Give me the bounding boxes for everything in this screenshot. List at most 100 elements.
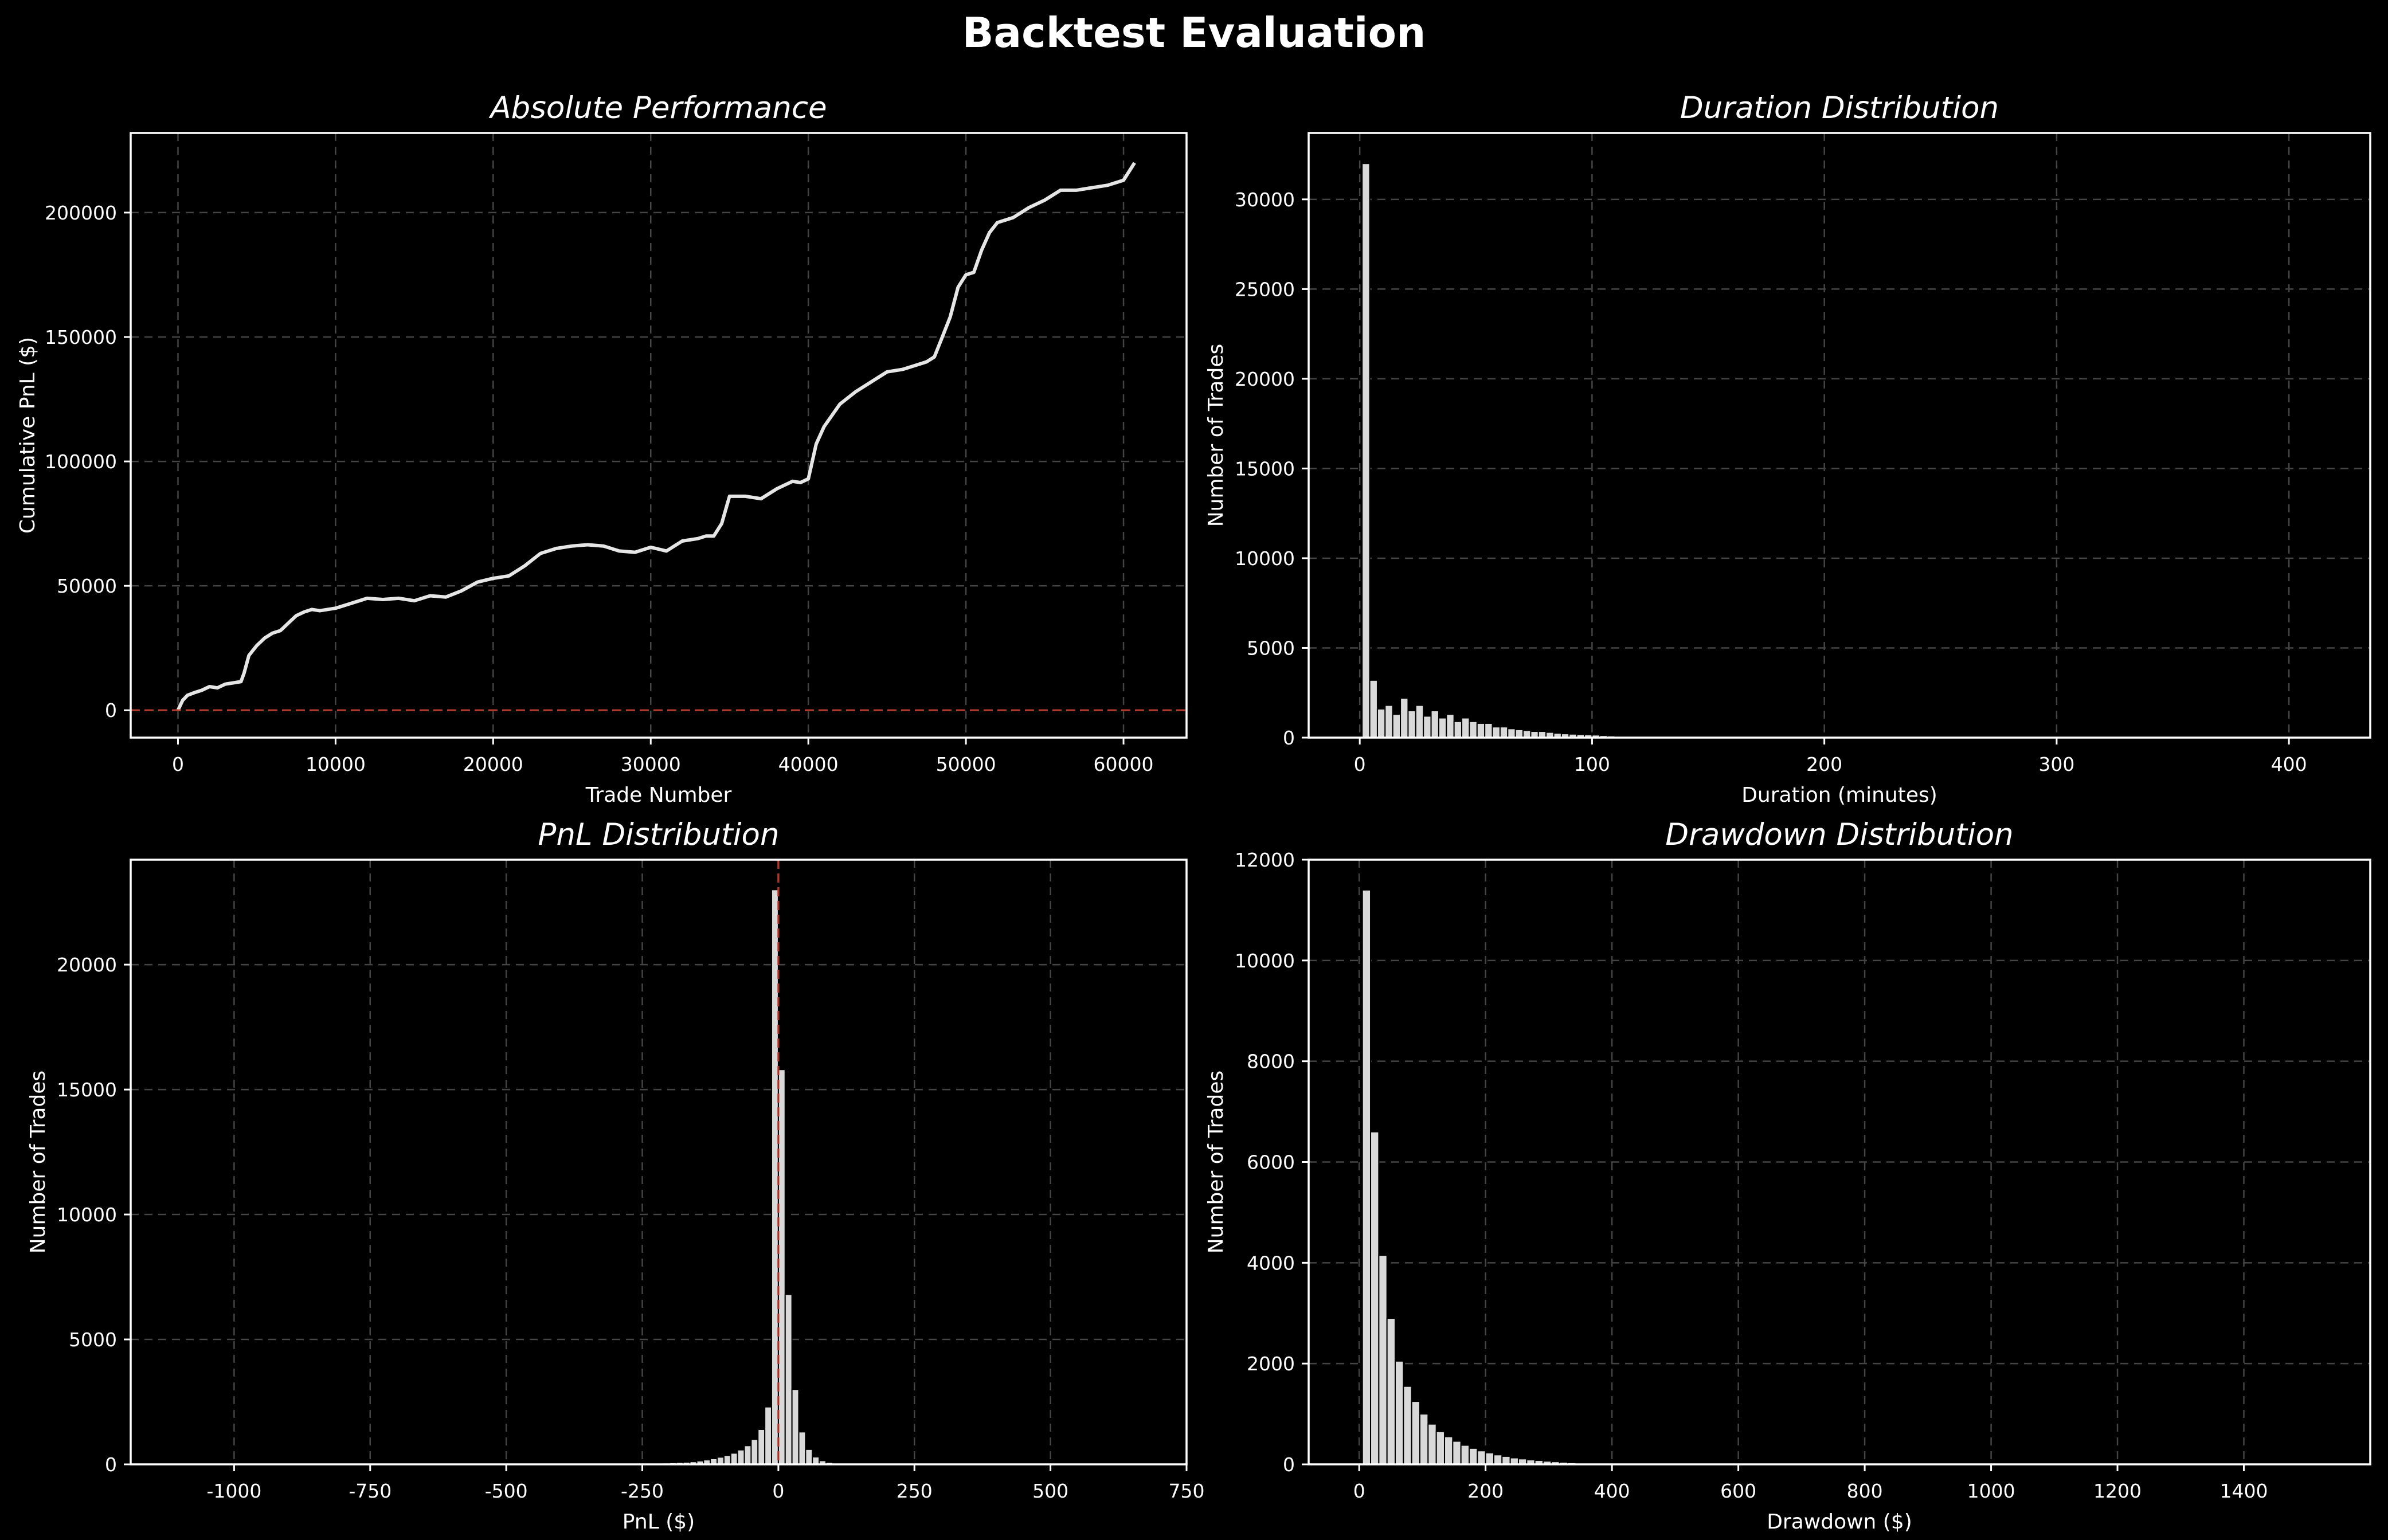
histogram-bar: [1395, 1360, 1404, 1465]
subplot-title: PnL Distribution: [538, 817, 779, 852]
plot-area: [1309, 133, 2370, 738]
histogram-bar: [1400, 697, 1409, 738]
x-tick-label: 500: [1032, 1480, 1068, 1502]
y-tick-label: 8000: [1247, 1051, 1295, 1073]
histogram-bar: [1370, 1131, 1380, 1465]
x-tick-label: 800: [1847, 1480, 1883, 1502]
y-tick-label: 12000: [1235, 849, 1295, 871]
y-tick-label: 100000: [45, 450, 117, 473]
y-tick-label: 20000: [57, 954, 117, 976]
x-tick-label: 10000: [306, 753, 366, 775]
y-tick-label: 0: [105, 1453, 117, 1476]
histogram-bar: [1476, 722, 1486, 738]
x-tick-label: 1200: [2093, 1480, 2142, 1502]
histogram-bar: [1386, 1318, 1396, 1465]
histogram-bar: [717, 1456, 725, 1465]
subplot-title: Duration Distribution: [1680, 91, 1999, 126]
histogram-bar: [1369, 679, 1378, 738]
y-tick-label: 10000: [1235, 547, 1295, 570]
histogram-bar: [730, 1452, 738, 1465]
histogram-bar: [1444, 1436, 1454, 1465]
histogram-bar: [1452, 1440, 1462, 1465]
histogram-bar: [1427, 1423, 1437, 1465]
x-axis-label: PnL ($): [623, 1510, 695, 1534]
y-tick-label: 25000: [1235, 278, 1295, 300]
y-tick-label: 4000: [1247, 1252, 1295, 1274]
histogram-bar: [1419, 1413, 1429, 1465]
chart-panel-1: 0 10000 20000 30000 40000 50000 60000 0 50000 100…: [16, 91, 1188, 807]
y-tick-label: 6000: [1247, 1151, 1295, 1174]
histogram-bar: [1469, 720, 1478, 739]
x-tick-label: 60000: [1094, 753, 1154, 775]
y-axis-label: Number of Trades: [1204, 344, 1228, 527]
histogram-bar: [1438, 717, 1447, 739]
y-tick-label: 10000: [1235, 950, 1295, 972]
y-axis-label: Cumulative PnL ($): [16, 337, 40, 534]
histogram-bar: [1376, 708, 1386, 739]
axes-frame: [130, 132, 1188, 739]
histogram-bar: [1384, 704, 1393, 739]
y-axis-label: Number of Trades: [26, 1071, 50, 1254]
histogram-bar: [1493, 1454, 1503, 1465]
x-tick-label: 0: [172, 753, 184, 775]
x-tick-label: 300: [2038, 753, 2074, 775]
x-tick-label: 750: [1169, 1480, 1205, 1502]
y-tick-label: 5000: [1247, 637, 1295, 659]
histogram-bar: [1485, 1452, 1494, 1465]
figure-title: Backtest Evaluation: [962, 9, 1426, 57]
x-tick-label: 400: [2271, 753, 2307, 775]
x-tick-label: -250: [621, 1480, 664, 1502]
x-tick-label: -500: [485, 1480, 528, 1502]
histogram-bar: [1469, 1447, 1478, 1465]
histogram-bar: [1491, 726, 1501, 739]
x-tick-label: 20000: [463, 753, 523, 775]
histogram-bar: [798, 1431, 807, 1465]
x-axis-label: Drawdown ($): [1767, 1510, 1912, 1534]
histogram-bar: [1411, 1401, 1421, 1465]
histogram-bar: [757, 1428, 766, 1465]
subplot-title: Absolute Performance: [488, 91, 827, 126]
y-tick-label: 15000: [1235, 457, 1295, 480]
histogram-bar: [1522, 730, 1532, 739]
y-tick-label: 5000: [69, 1329, 117, 1351]
y-tick-label: 15000: [57, 1079, 117, 1101]
histogram-bar: [1435, 1431, 1446, 1465]
histogram-bar: [723, 1455, 731, 1465]
chart-panel-2: 0 100 200 300 400 0 5000 10000 15000 20000 25000 30…: [1204, 91, 2371, 807]
histogram-bar: [1507, 728, 1516, 738]
cumulative-pnl-line: [176, 162, 1136, 711]
chart-panel-3: -1000 -750 -500 -250 0 250 500 750 0 5000 10000 150…: [26, 817, 1205, 1534]
histogram-bar: [764, 1406, 773, 1465]
histogram-bar: [1501, 1455, 1511, 1465]
histogram-bar: [737, 1449, 745, 1465]
histogram-bar: [1407, 710, 1416, 738]
x-axis-label: Trade Number: [585, 783, 732, 807]
x-tick-label: 0: [772, 1480, 784, 1502]
chart-panels: 0 10000 20000 30000 40000 50000 60000050000100…: [16, 91, 2371, 1534]
x-tick-label: 400: [1594, 1480, 1630, 1502]
x-axis-label: Duration (minutes): [1741, 783, 1937, 807]
axes-frame: [130, 859, 1188, 1465]
y-tick-label: 30000: [1235, 189, 1295, 211]
x-tick-label: 1000: [1967, 1480, 2015, 1502]
plot-area: [131, 860, 1187, 1464]
y-tick-label: 50000: [57, 575, 117, 597]
x-tick-label: -750: [349, 1480, 392, 1502]
histogram-bar: [771, 889, 779, 1465]
histogram-bar: [1460, 1444, 1470, 1465]
x-tick-label: 30000: [621, 753, 681, 775]
histogram-bar: [805, 1448, 813, 1465]
histogram-bar: [1499, 726, 1509, 739]
axes-frame: [1307, 132, 2371, 739]
histogram-bar: [1403, 1385, 1412, 1465]
y-tick-label: 0: [1283, 727, 1295, 749]
y-axis-label: Number of Trades: [1204, 1071, 1228, 1254]
chart-panel-4: 0 200 400 600 800 1000 1200 1400 0 2000 4000 6000 80…: [1204, 817, 2371, 1534]
histogram-bar: [784, 1294, 793, 1465]
x-tick-label: 40000: [778, 753, 839, 775]
histogram-bar: [1484, 722, 1493, 738]
histogram-bar: [1461, 717, 1470, 739]
x-tick-label: 50000: [936, 753, 996, 775]
histogram-bar: [1430, 710, 1439, 738]
